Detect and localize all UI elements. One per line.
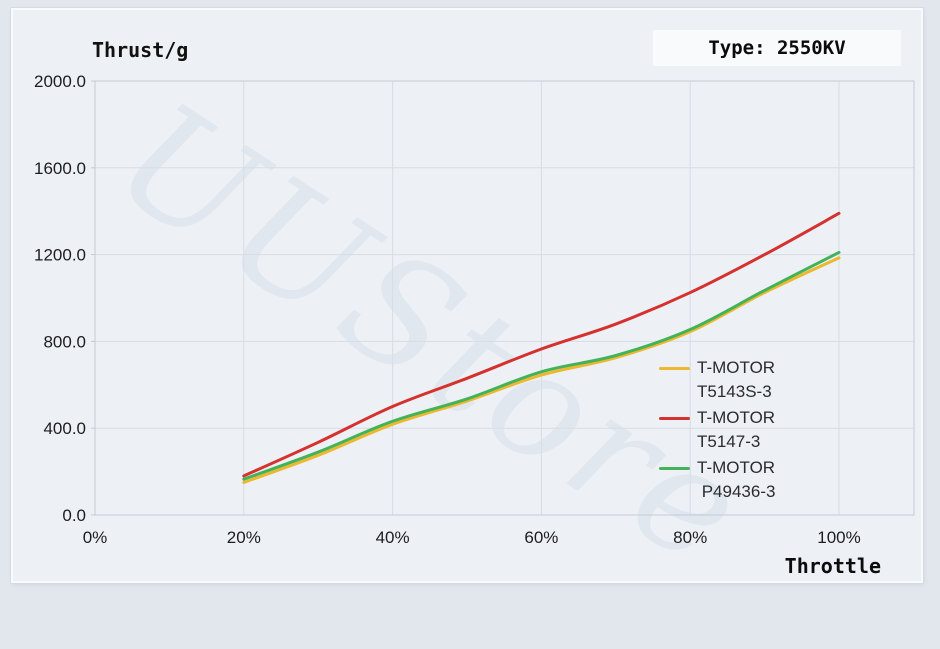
y-tick-label: 800.0 xyxy=(43,332,86,351)
motor-type-badge: Type: 2550KV xyxy=(653,30,901,66)
legend: T-MOTOR T5143S-3 T-MOTOR T5147-3 T-MOTOR P49… xyxy=(659,356,775,506)
legend-label-line2: T5143S-3 xyxy=(697,382,772,401)
legend-swatch-icon xyxy=(659,416,690,420)
legend-label-line2: T5147-3 xyxy=(697,432,761,451)
chart-title: Thrust/g xyxy=(92,38,189,62)
legend-label-line1: T-MOTOR xyxy=(697,408,776,427)
x-tick-label: 40% xyxy=(376,528,410,547)
legend-entry: T-MOTOR P49436-3 xyxy=(659,456,775,504)
motor-type-label: Type: 2550KV xyxy=(708,37,846,59)
series-line xyxy=(242,256,841,484)
chart-panel: UUStore Thrust/g Type: 2550KV 0.0 400.0 80… xyxy=(11,8,923,602)
series-line xyxy=(242,211,841,478)
x-tick-label: 100% xyxy=(817,528,860,547)
legend-label-line2: P49436-3 xyxy=(697,482,776,501)
y-tick-label: 0.0 xyxy=(62,506,86,525)
x-axis-title: Throttle xyxy=(784,554,881,578)
y-tick-label: 400.0 xyxy=(43,419,86,438)
x-tick-label: 20% xyxy=(227,528,261,547)
legend-label-line1: T-MOTOR xyxy=(697,458,776,477)
legend-row: T-MOTOR xyxy=(659,356,775,380)
legend-swatch-icon xyxy=(659,466,690,470)
plot-area: 0.0 400.0 800.0 1200.0 1600.0 2000.0 0% 20% 40% 6… xyxy=(34,72,915,547)
legend-swatch-icon xyxy=(659,366,690,370)
x-tick-label: 80% xyxy=(673,528,707,547)
y-tick-label: 1600.0 xyxy=(34,159,86,178)
legend-row: T-MOTOR xyxy=(659,456,775,480)
legend-label-line1: T-MOTOR xyxy=(697,358,776,377)
plot-frame xyxy=(94,80,915,516)
legend-entry: T-MOTOR T5147-3 xyxy=(659,406,775,454)
legend-entry: T-MOTOR T5143S-3 xyxy=(659,356,775,404)
series-line xyxy=(242,250,841,481)
x-tick-label: 0% xyxy=(83,528,108,547)
y-tick-label: 1200.0 xyxy=(34,246,86,265)
y-tick-label: 2000.0 xyxy=(34,72,86,91)
x-tick-label: 60% xyxy=(524,528,558,547)
legend-row: T-MOTOR xyxy=(659,406,775,430)
